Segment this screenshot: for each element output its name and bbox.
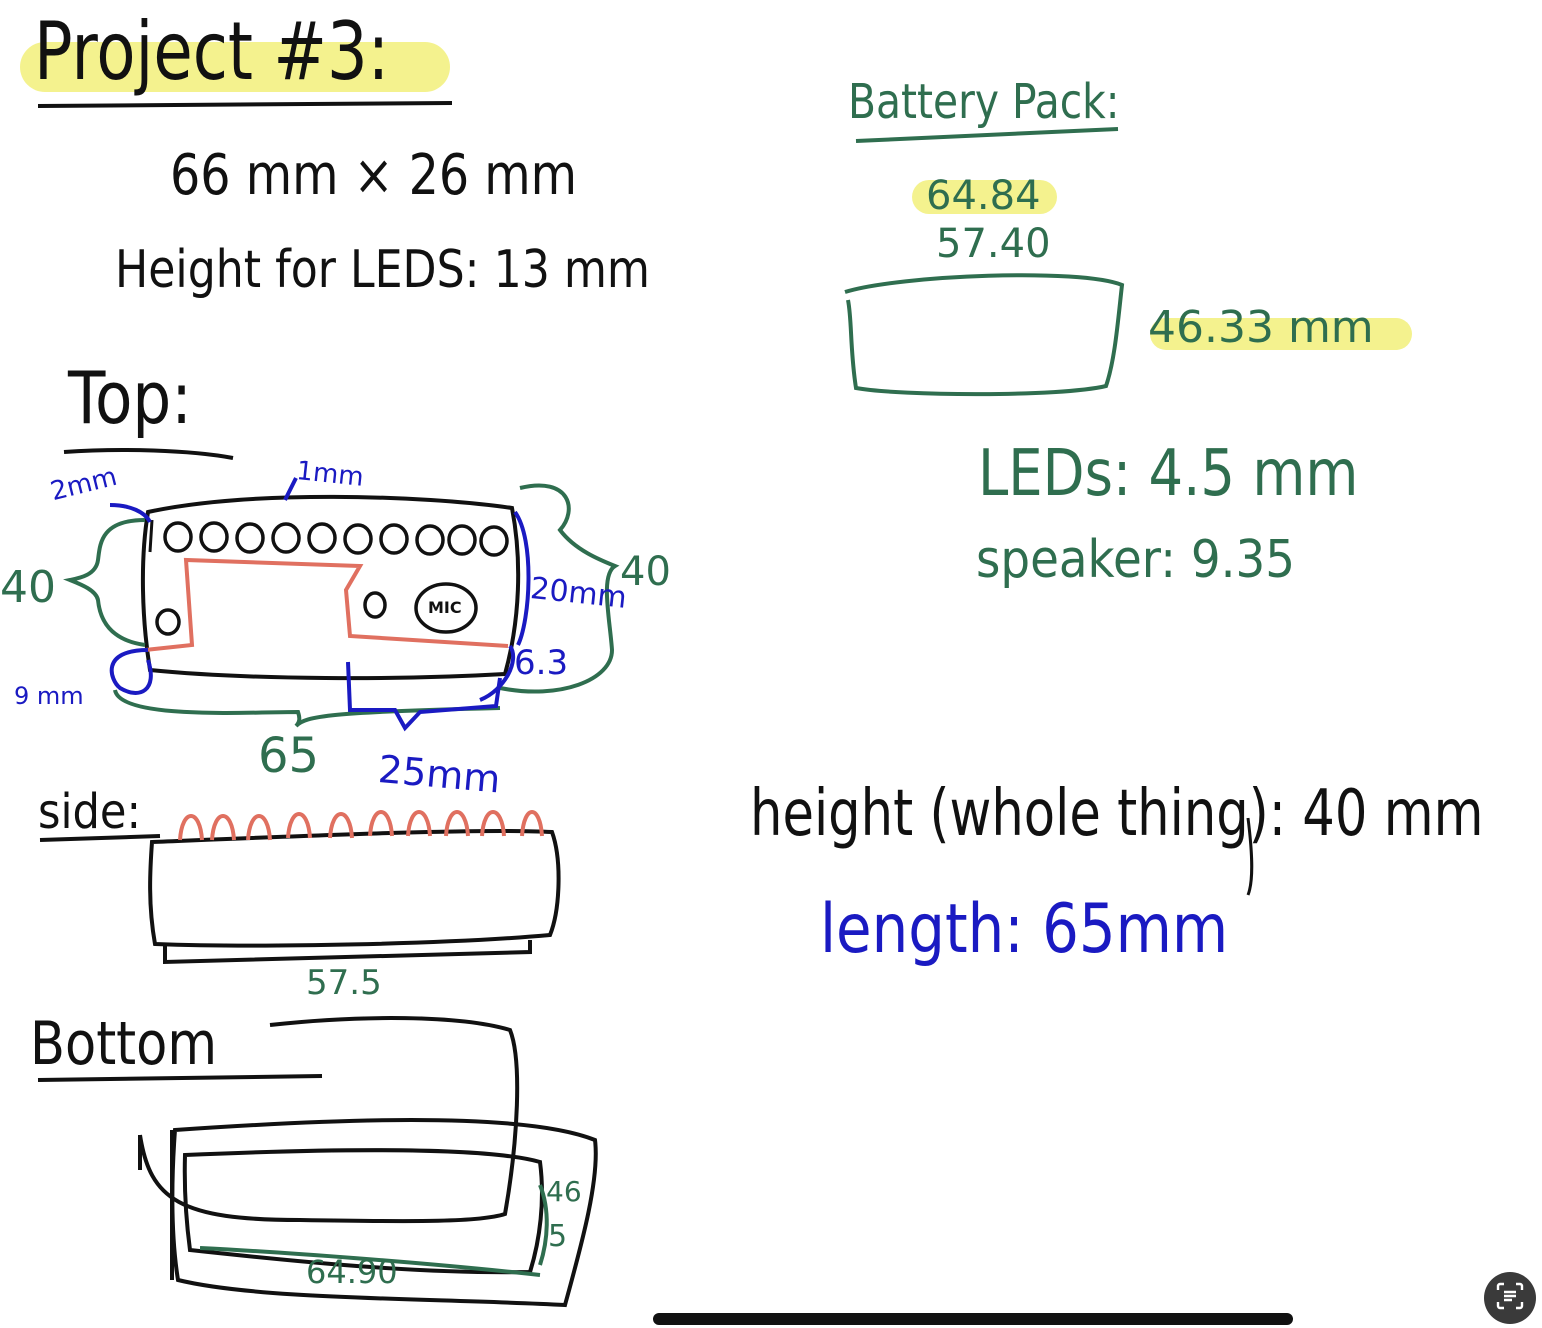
bottom-right-label: 6.3	[514, 643, 569, 683]
led-left-tick	[148, 519, 154, 553]
left-brace	[63, 518, 146, 647]
battery-value-highlight	[912, 180, 1057, 214]
note-title: Project #3:	[34, 5, 390, 98]
mic-circle	[414, 582, 478, 634]
battery-box	[844, 273, 1125, 397]
left-gap-mark	[109, 503, 152, 524]
bottom-span-mark	[346, 661, 502, 732]
bottom-left-mark	[109, 648, 153, 695]
side-base-length: 57.5	[306, 963, 382, 1003]
dimensions-text: 66 mm × 26 mm	[170, 143, 578, 208]
top-underline	[63, 448, 234, 460]
led-circle	[379, 523, 409, 555]
led-bump	[368, 810, 394, 837]
bottom-outer-tray	[170, 1118, 598, 1308]
led-bump	[480, 810, 506, 837]
side-led-bumps	[178, 810, 544, 841]
leds-text: LEDs: 4.5 mm	[978, 437, 1359, 511]
small-hole-middle	[363, 591, 387, 619]
small-hole-left	[155, 608, 181, 636]
led-circle	[199, 521, 229, 553]
side-box	[148, 828, 561, 948]
mic-label: MIC	[428, 598, 462, 617]
battery-side-value: 46.33 mm	[1148, 302, 1374, 353]
top-gap-mark	[283, 477, 298, 501]
bottom-side-value-bottom: 5	[548, 1219, 568, 1254]
led-bump	[444, 810, 470, 837]
led-bump	[328, 812, 354, 839]
bottom-length-label: 64.90	[306, 1253, 398, 1291]
led-circle	[447, 524, 477, 556]
bottom-span-label: 25mm	[376, 747, 503, 802]
led-circle	[235, 522, 265, 554]
battery-value-2: 57.40	[936, 221, 1051, 267]
top-heading: Top:	[68, 356, 192, 440]
right-inner-mark	[513, 510, 531, 646]
side-base	[163, 940, 532, 965]
led-bump	[286, 812, 312, 839]
led-circle	[271, 522, 301, 554]
right-size-label: 40	[620, 549, 671, 595]
top-gap-label: 1mm	[295, 456, 366, 493]
bottom-underline	[37, 1074, 323, 1082]
battery-underline	[855, 127, 1119, 143]
led-bump	[210, 814, 236, 841]
bottom-heading: Bottom	[30, 1009, 218, 1079]
live-text-button[interactable]	[1484, 1272, 1536, 1324]
bottom-length-label: 65	[258, 728, 320, 784]
home-indicator[interactable]	[653, 1313, 1293, 1325]
top-cutout	[144, 557, 509, 652]
bottom-side-value-top: 46	[546, 1175, 582, 1208]
bottom-left-label: 9 mm	[14, 682, 84, 710]
speaker-text: speaker: 9.35	[976, 530, 1296, 590]
led-bump	[406, 810, 432, 837]
led-circle	[343, 523, 373, 555]
bottom-battery-outline	[138, 1016, 520, 1224]
led-bump	[246, 814, 272, 841]
battery-side-highlight	[1150, 318, 1412, 350]
height-whole-text: height (whole thing): 40 mm	[750, 777, 1484, 851]
title-highlight	[20, 42, 450, 92]
led-circle	[415, 524, 445, 556]
led-circle	[307, 522, 337, 554]
text-scan-icon	[1495, 1281, 1525, 1315]
led-circle	[479, 525, 509, 557]
battery-value-1: 64.84	[926, 173, 1041, 219]
bottom-side-mark	[538, 1184, 549, 1266]
led-circle	[163, 521, 193, 553]
led-bump	[178, 814, 204, 841]
bottom-right-mark	[479, 644, 516, 702]
bottom-length-mark	[199, 1246, 541, 1277]
side-heading: side:	[38, 784, 142, 840]
left-size-label: 40	[0, 562, 56, 613]
led-height-text: Height for LEDS: 13 mm	[115, 240, 650, 300]
led-bump	[520, 810, 544, 837]
side-underline	[39, 834, 161, 842]
top-led-row	[163, 521, 509, 557]
title-underline	[37, 101, 453, 108]
bottom-left-lines	[138, 1130, 174, 1280]
battery-heading: Battery Pack:	[848, 74, 1120, 130]
length-text: length: 65mm	[820, 890, 1229, 969]
height-hook	[1246, 817, 1254, 896]
bottom-brace	[113, 689, 501, 728]
right-brace	[499, 483, 620, 694]
